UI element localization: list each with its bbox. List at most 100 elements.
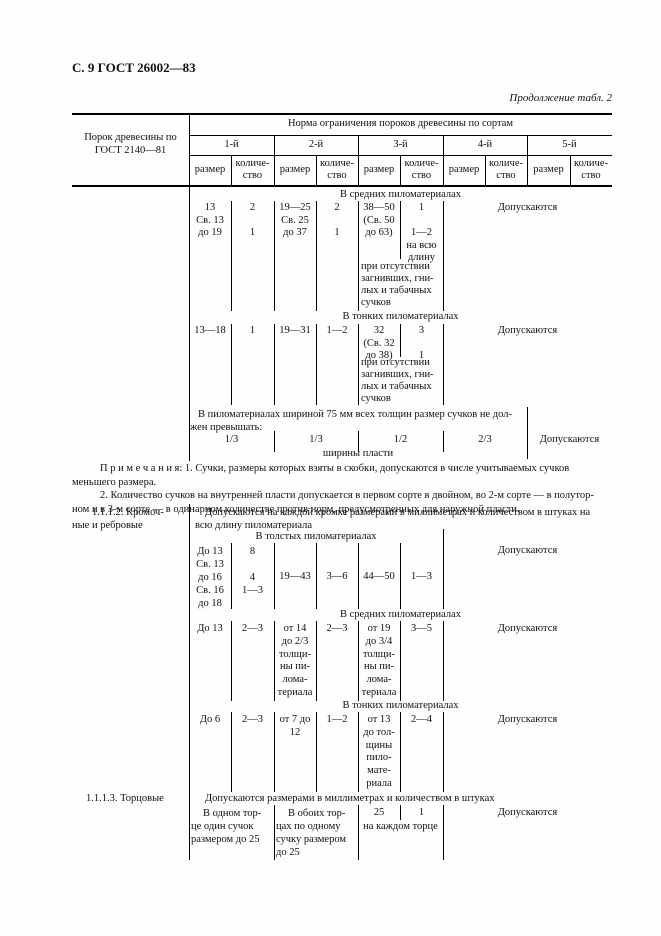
table-continuation-note: Продолжение табл. 2 <box>509 92 612 104</box>
doc-page-number: С. 9 ГОСТ 26002—83 <box>72 60 196 75</box>
butt-g3-note: на каждом торце <box>363 821 438 832</box>
thin2-g2-count: 1—2 <box>326 714 348 725</box>
subcol-count-2: количе- ство <box>320 158 354 181</box>
subcol-count-4: количе- ство <box>489 158 523 181</box>
table-rule-vertical <box>400 712 401 792</box>
medium2-g1-size: До 13 <box>197 623 223 634</box>
table-rule-vertical <box>485 155 486 185</box>
table-rule-vertical <box>189 113 190 185</box>
thick-g2-count: 3—6 <box>326 571 348 582</box>
medium1-g1-size: 13 Св. 13 до 19 <box>196 202 224 238</box>
butt-knots-desc: Допускаются размерами в миллиметрах и ко… <box>205 793 495 804</box>
table-rule-vertical <box>274 805 275 860</box>
thin2-g3-count: 2—4 <box>411 714 432 725</box>
subcol-size-3: размер <box>363 164 395 175</box>
table-rule-vertical <box>274 201 275 311</box>
grade-header-3: 3-й <box>393 139 408 150</box>
table-rule-vertical <box>316 324 317 405</box>
table-rule-horizontal <box>189 135 612 136</box>
table-rule-vertical <box>400 155 401 185</box>
grade-header-2: 2-й <box>308 139 324 150</box>
table-rule-vertical <box>274 431 275 452</box>
width75-fraction-2: 1/3 <box>309 434 323 445</box>
butt-g2: В обоих тор- цах по одному сучку размеро… <box>276 808 347 858</box>
subcol-count-3: количе- ство <box>404 158 439 181</box>
subcol-size-4: размер <box>448 164 480 175</box>
thick-g1-count: 8 4 1—3 <box>242 546 263 596</box>
thin1-g3-note: при отсутствии загнивших, гни- лых и таб… <box>361 357 434 404</box>
width75-footer: ширины пласти <box>322 448 394 459</box>
table-rule-vertical <box>231 324 232 405</box>
medium1-g3-note: при отсутствии загнивших, гни- лых и таб… <box>361 261 434 308</box>
table-rule-vertical <box>358 431 359 452</box>
subcol-size-5: размер <box>533 164 564 175</box>
thick-g3-size: 44—50 <box>363 571 395 582</box>
width75-allowed: Допускаются <box>539 434 600 445</box>
table-rule-vertical <box>231 155 232 185</box>
table-rule-vertical <box>189 187 190 461</box>
section-title-thin-2: В тонких пиломатериалах <box>342 700 459 711</box>
table-rule-vertical <box>274 135 275 185</box>
note-2: 2. Количество сучков на внутренней пласт… <box>72 490 594 515</box>
section-title-medium-1: В средних пиломатериалах <box>339 189 462 200</box>
table-rule-vertical <box>443 431 444 452</box>
subcol-size-2: размер <box>279 164 311 175</box>
table-rule-horizontal <box>72 185 612 187</box>
width75-intro: В пиломатериалах шириной 75 мм всех толщ… <box>190 409 512 433</box>
medium1-g2-size: 19—25 Св. 25 до 37 <box>279 202 311 238</box>
thin1-g1-count: 1 <box>249 325 256 336</box>
table-rule-vertical <box>274 324 275 405</box>
width75-fraction-3: 1/2 <box>393 434 408 445</box>
table-rule-vertical <box>358 805 359 860</box>
thin2-g2-size: от 7 до 12 <box>279 714 311 738</box>
table-rule-vertical <box>443 135 444 185</box>
row-label-butt-knots: 1.1.1.3. Торцовые <box>86 793 164 804</box>
thick-g1-size: До 13 Св. 13 до 16 Св. 16 до 18 <box>196 546 224 609</box>
table-rule-vertical <box>400 324 401 357</box>
grade-header-1: 1-й <box>224 139 239 150</box>
table-rule-vertical <box>358 135 359 185</box>
thin1-g2-count: 1—2 <box>326 325 348 336</box>
table-rule-horizontal <box>72 113 612 115</box>
subcol-count-5: количе- ство <box>574 158 608 181</box>
table-rule-vertical <box>274 712 275 792</box>
table-rule-vertical <box>443 805 444 860</box>
table-rule-vertical <box>443 324 444 405</box>
subcol-size-1: размер <box>194 164 226 175</box>
thick-g3-count: 1—3 <box>411 571 432 582</box>
table-rule-vertical <box>400 805 401 820</box>
table-rule-vertical <box>274 621 275 701</box>
table-rule-vertical <box>316 543 317 609</box>
table-rule-vertical <box>443 529 444 609</box>
row-label-edge-knots: 1.1.1.2. Кромоч- ные и ребровые <box>72 507 164 531</box>
thin2-allowed: Допускаются <box>497 714 558 725</box>
section-title-thin-1: В тонких пиломатериалах <box>342 311 459 322</box>
butt-allowed: Допускаются <box>497 807 558 818</box>
medium2-g3-count: 3—5 <box>411 623 432 634</box>
col-header-defect: Порок древесины по ГОСТ 2140—81 <box>84 132 177 156</box>
thin2-g3-size: от 13 до тол- щины пило- мате- риала <box>363 714 395 789</box>
table-rule-vertical <box>316 201 317 311</box>
table-rule-vertical <box>231 201 232 311</box>
thick-allowed: Допускаются <box>497 545 558 556</box>
thick-g2-size: 19—43 <box>279 571 311 582</box>
table-rule-vertical <box>527 407 528 459</box>
thin1-g2-size: 19—31 <box>279 325 311 336</box>
table-rule-vertical <box>316 621 317 701</box>
medium2-allowed: Допускаются <box>497 623 558 634</box>
butt-g1: В одном тор- це один сучок размером до 2… <box>191 808 262 845</box>
medium2-g1-count: 2—3 <box>242 623 263 634</box>
width75-fraction-4: 2/3 <box>478 434 492 445</box>
medium1-g3-size: 38—50 (Св. 50 до 63) <box>363 202 395 238</box>
table-rule-vertical <box>358 324 359 405</box>
table-rule-vertical <box>358 712 359 792</box>
medium2-g3-size: от 19 до 3/4 толщи- ны пи- лома- териала <box>361 623 397 698</box>
width75-fraction-1: 1/3 <box>224 434 239 445</box>
medium2-g2-count: 2—3 <box>326 623 348 634</box>
table-rule-vertical <box>274 543 275 609</box>
thin2-g1-count: 2—3 <box>242 714 263 725</box>
butt-g3-count: 1 <box>418 807 425 818</box>
table-rule-vertical <box>231 543 232 609</box>
col-header-norm: Норма ограничения пороков древесины по с… <box>287 118 514 129</box>
